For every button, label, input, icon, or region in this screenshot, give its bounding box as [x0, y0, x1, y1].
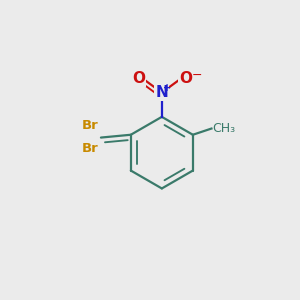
Text: +: +: [163, 82, 171, 92]
Text: −: −: [191, 69, 202, 82]
Text: Br: Br: [82, 119, 99, 132]
Text: CH₃: CH₃: [213, 122, 236, 135]
Text: N: N: [155, 85, 168, 100]
Text: Br: Br: [82, 142, 99, 155]
Text: O: O: [179, 71, 192, 86]
Text: O: O: [132, 71, 145, 86]
